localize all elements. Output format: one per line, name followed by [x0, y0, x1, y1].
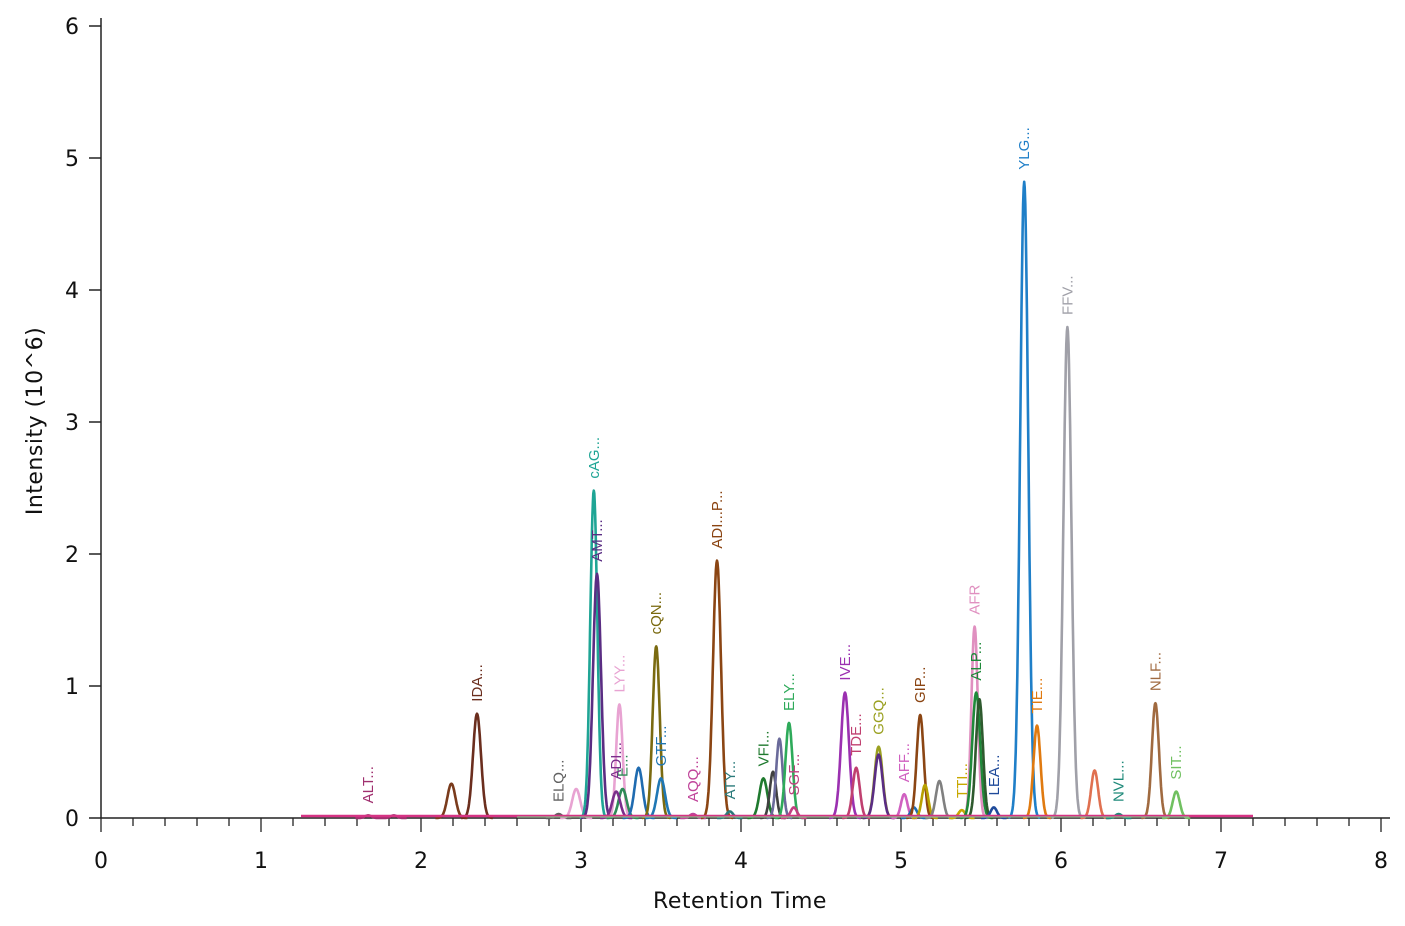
x-ticks: 0 1 2 3 4 5 6 7 8 — [94, 818, 1388, 874]
peak-label: GIP... — [912, 667, 929, 703]
peak-label: IVE... — [837, 644, 854, 681]
peak-label: TIE... — [1029, 678, 1046, 714]
peak-trace — [1050, 325, 1085, 820]
peak-label: LEA... — [986, 755, 1003, 796]
peak-trace — [959, 691, 993, 820]
peak-label: TDE... — [848, 713, 865, 756]
x-tick-label: 5 — [894, 849, 908, 874]
peak-label: AFF... — [896, 743, 913, 782]
y-tick-label: 2 — [65, 543, 79, 568]
x-tick-label: 3 — [574, 849, 588, 874]
peak-label: YLG... — [1016, 127, 1033, 170]
peak-trace — [1161, 790, 1192, 820]
peak-label: E... — [615, 754, 632, 777]
peak-trace — [861, 753, 896, 820]
peak-label: ELQ... — [551, 760, 568, 803]
x-tick-label: 1 — [254, 849, 268, 874]
peak-trace — [948, 808, 976, 820]
y-tick-label: 5 — [65, 147, 79, 172]
peak-trace — [700, 559, 734, 820]
x-tick-label: 6 — [1054, 849, 1068, 874]
peak-label: cAG... — [586, 437, 603, 479]
peak-label: ADI...P... — [709, 491, 726, 549]
peak-label: ALP... — [968, 642, 985, 681]
peak-label: GGQ... — [871, 687, 888, 735]
peak-trace — [716, 810, 744, 820]
baseline-layer — [301, 814, 1253, 818]
peak-trace — [1022, 724, 1052, 820]
peak-label: SGF... — [786, 754, 803, 796]
x-tick-label: 7 — [1214, 849, 1228, 874]
axes — [100, 18, 1390, 819]
peak-trace — [841, 766, 872, 820]
peak-trace — [828, 691, 862, 820]
peak-trace — [1007, 180, 1041, 820]
peak-label: ALT... — [360, 766, 377, 803]
peak-label: ADI... — [608, 742, 625, 780]
y-ticks: 0 1 2 3 4 5 6 — [65, 15, 101, 832]
peak-label: cQN... — [648, 592, 665, 635]
y-axis-title: Intensity (10^6) — [23, 327, 48, 515]
peak-trace — [1140, 701, 1171, 820]
y-tick-label: 1 — [65, 675, 79, 700]
x-tick-label: 4 — [734, 849, 748, 874]
peak-trace — [578, 489, 609, 820]
peak-trace — [434, 782, 469, 820]
peak-trace — [641, 645, 672, 820]
peak-trace — [580, 572, 614, 820]
peak-trace — [1104, 812, 1133, 820]
peak-label: GTF... — [653, 726, 670, 767]
peak-label: AFR — [967, 584, 984, 614]
peak-label: IDA... — [469, 664, 486, 702]
peak-label: TTI... — [954, 763, 971, 798]
y-tick-label: 6 — [65, 15, 79, 40]
peak-label: FFV... — [1059, 275, 1076, 314]
peak-trace — [1079, 769, 1110, 820]
x-tick-label: 2 — [414, 849, 428, 874]
y-tick-label: 3 — [65, 411, 79, 436]
peak-trace — [544, 812, 573, 820]
x-tick-label: 8 — [1374, 849, 1388, 874]
peak-label: ELY... — [781, 673, 798, 711]
peak-label: AMT... — [589, 519, 606, 562]
peak-label: AQQ... — [685, 756, 702, 802]
y-tick-label: 4 — [65, 279, 79, 304]
peak-label: SIT... — [1168, 745, 1185, 779]
peak-label: LYY... — [611, 655, 628, 693]
peak-label: VFI... — [755, 731, 772, 767]
peak-labels: ALT... IDA... ELQ... cAG... AMT... LYY... E...… — [360, 127, 1185, 803]
peak-label: NLF... — [1147, 652, 1164, 691]
peak-label: ATY... — [722, 761, 739, 800]
peak-trace — [460, 712, 494, 820]
x-tick-label: 0 — [94, 849, 108, 874]
y-tick-label: 0 — [65, 807, 79, 832]
peak-label: NVL... — [1111, 760, 1128, 802]
x-axis-title: Retention Time — [653, 889, 827, 914]
